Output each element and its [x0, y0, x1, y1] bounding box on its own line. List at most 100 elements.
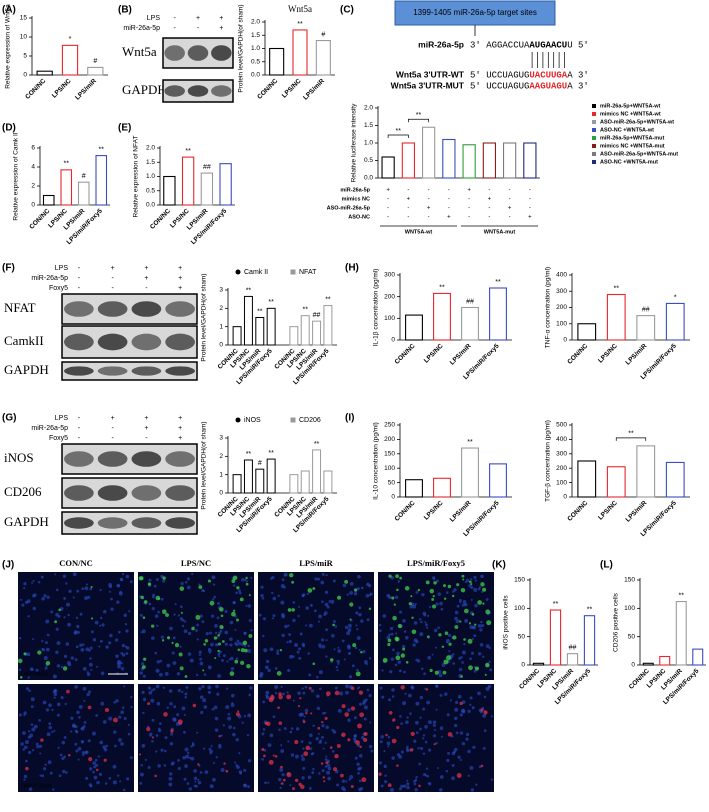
significance: ** — [628, 431, 634, 438]
nucleus — [406, 716, 409, 719]
nucleus — [31, 581, 34, 584]
sequence-name: Wnt5a 3'UTR-WT — [396, 69, 465, 79]
nucleus — [331, 749, 335, 753]
nucleus — [56, 702, 61, 707]
stain — [140, 595, 144, 600]
nucleus — [162, 686, 165, 690]
nucleus — [203, 747, 206, 750]
stain — [355, 740, 360, 745]
table-sign: - — [407, 215, 409, 221]
stain — [155, 595, 161, 601]
nucleus — [264, 781, 267, 785]
nucleus — [354, 646, 358, 650]
stain — [248, 634, 253, 638]
nucleus — [454, 700, 459, 705]
y-tick-label: 6 — [31, 145, 35, 152]
nucleus — [336, 669, 339, 672]
condition-sign: + — [144, 425, 148, 432]
nucleus — [55, 588, 59, 592]
y-tick-label: 400 — [556, 436, 567, 443]
nucleus — [224, 630, 229, 635]
nucleus — [218, 745, 222, 749]
nucleus — [181, 624, 185, 628]
nucleus — [45, 708, 50, 712]
panel-label: (L) — [600, 560, 613, 571]
nucleus — [414, 720, 419, 725]
nucleus — [144, 758, 147, 761]
nucleus — [479, 643, 484, 647]
nucleus — [437, 592, 442, 596]
nucleus — [294, 754, 299, 759]
nucleus — [400, 722, 403, 725]
stain — [239, 597, 244, 602]
row-label: DAPI/iNOS — [21, 671, 49, 677]
bar — [300, 315, 310, 346]
nucleus — [299, 632, 303, 636]
nucleus — [44, 666, 48, 670]
band — [64, 451, 94, 467]
nucleus — [177, 688, 182, 693]
nucleus — [162, 579, 166, 583]
condition-sign: - — [78, 415, 81, 422]
nucleus — [453, 750, 456, 754]
nucleus — [61, 740, 66, 745]
nucleus — [85, 583, 88, 586]
nucleus — [157, 764, 161, 768]
nucleus — [158, 722, 162, 725]
nucleus — [212, 762, 215, 765]
significance: ** — [314, 441, 320, 448]
nucleus — [349, 591, 354, 595]
nucleus — [301, 757, 306, 761]
nucleus — [379, 686, 383, 690]
nucleus — [211, 777, 216, 782]
nucleus — [271, 617, 275, 620]
condition-label: LPS — [55, 415, 69, 422]
stain — [87, 705, 92, 710]
stain — [261, 748, 265, 752]
significance: ** — [553, 601, 559, 608]
nucleus — [369, 592, 373, 596]
nucleus — [103, 609, 107, 614]
significance: ## — [203, 164, 211, 171]
table-sign: - — [509, 197, 511, 203]
nucleus — [436, 766, 439, 770]
nucleus — [176, 713, 180, 717]
nucleus — [243, 644, 247, 648]
nucleus — [123, 717, 127, 721]
nucleus — [60, 696, 64, 700]
significance: ** — [99, 146, 105, 153]
nucleus — [453, 723, 458, 728]
nucleus — [387, 735, 391, 739]
nucleus — [65, 582, 68, 585]
nucleus — [262, 634, 265, 638]
panel-label: (H) — [345, 263, 359, 274]
nucleus — [292, 699, 295, 702]
nucleus — [171, 761, 175, 765]
nucleus — [221, 659, 224, 662]
nucleus — [94, 763, 99, 767]
nucleus — [209, 749, 213, 754]
nucleus — [112, 764, 117, 769]
bar — [323, 305, 333, 346]
legend-label: CD206 — [299, 417, 321, 424]
table-sign: + — [427, 206, 431, 212]
nucleus — [194, 784, 198, 788]
stain — [459, 701, 463, 706]
nucleus — [53, 692, 58, 697]
table-row-label: ASO-miR-26a-5p — [327, 205, 371, 211]
nucleus — [389, 626, 394, 631]
stain — [279, 648, 283, 652]
nucleus — [43, 594, 47, 598]
y-axis-label: IL-1β concentration (pg/ml) — [373, 269, 380, 347]
nucleus — [224, 642, 228, 646]
nucleus — [59, 753, 63, 757]
stain — [396, 764, 399, 767]
stain — [429, 588, 434, 594]
nucleus — [208, 647, 211, 651]
nucleus — [368, 694, 372, 698]
y-tick-label: 100 — [556, 479, 567, 486]
nucleus — [96, 780, 100, 785]
legend-label: NFAT — [299, 269, 317, 276]
stain — [278, 692, 282, 696]
condition-sign: + — [178, 415, 182, 422]
